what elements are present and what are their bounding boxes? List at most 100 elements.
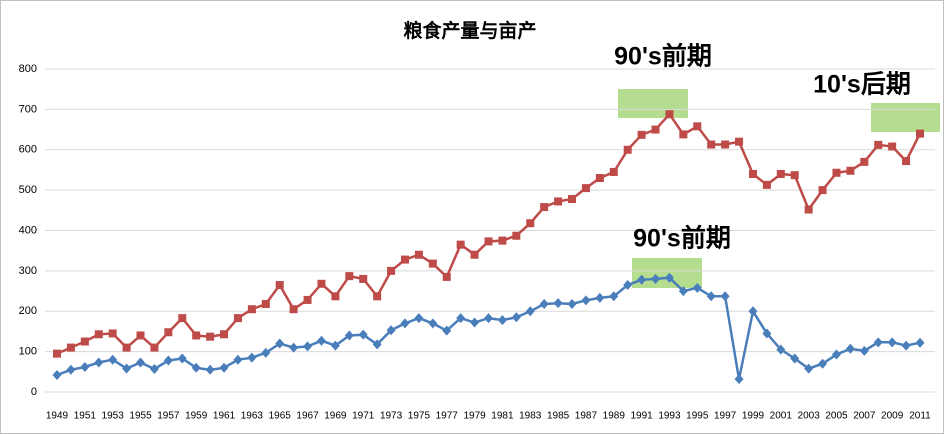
point-marker (442, 325, 452, 336)
point-marker (512, 231, 521, 240)
point-marker (887, 337, 897, 348)
point-marker (52, 370, 62, 381)
point-marker (289, 342, 299, 353)
point-marker (568, 195, 577, 204)
point-marker (623, 145, 632, 154)
point-marker (790, 171, 799, 180)
point-marker (581, 295, 591, 306)
x-tick-label: 2011 (909, 411, 931, 422)
point-marker (136, 331, 145, 340)
point-marker (317, 279, 326, 288)
y-tick-label: 500 (19, 184, 37, 196)
y-tick-label: 400 (19, 224, 37, 236)
point-marker (80, 337, 89, 346)
point-marker (261, 347, 271, 358)
point-marker (916, 129, 924, 138)
point-marker (80, 361, 90, 372)
point-marker (832, 168, 841, 177)
point-marker (414, 250, 423, 259)
x-tick-label: 1961 (213, 411, 236, 422)
point-marker (790, 353, 800, 364)
x-tick-label: 1993 (658, 411, 681, 422)
point-marker (678, 286, 688, 297)
point-marker (150, 343, 159, 352)
point-marker (554, 197, 563, 206)
point-marker (428, 259, 437, 268)
point-marker (303, 341, 313, 352)
x-tick-label: 1999 (742, 411, 765, 422)
point-marker (818, 358, 828, 369)
x-tick-label: 1965 (269, 411, 292, 422)
point-marker (497, 315, 507, 326)
point-marker (233, 314, 242, 323)
point-marker (762, 180, 771, 189)
point-marker (526, 219, 535, 228)
point-marker (525, 306, 535, 317)
point-marker (553, 298, 563, 309)
point-marker (540, 203, 549, 212)
x-tick-label: 1981 (491, 411, 514, 422)
y-tick-label: 200 (19, 305, 37, 317)
highlight-box (618, 89, 688, 118)
point-marker (400, 318, 410, 329)
point-marker (915, 337, 925, 348)
point-marker (665, 110, 674, 119)
x-tick-label: 1951 (74, 411, 97, 422)
point-marker (776, 169, 785, 178)
point-marker (679, 130, 688, 139)
point-marker (859, 345, 869, 356)
point-marker (901, 340, 911, 351)
annotation: 10's后期 (813, 71, 911, 99)
point-marker (511, 312, 521, 323)
x-tick-label: 1975 (408, 411, 431, 422)
x-tick-label: 1971 (352, 411, 375, 422)
point-marker (484, 237, 493, 246)
point-marker (470, 317, 480, 328)
x-tick-label: 1977 (436, 411, 459, 422)
annotation: 90's前期 (633, 224, 731, 253)
highlight-box (632, 258, 702, 288)
point-marker (692, 282, 702, 293)
y-tick-label: 600 (19, 144, 37, 156)
x-tick-label: 1969 (324, 411, 347, 422)
point-marker (122, 343, 131, 352)
x-tick-label: 2005 (825, 411, 848, 422)
point-marker (345, 272, 354, 281)
point-marker (456, 240, 465, 249)
x-tick-label: 1989 (603, 411, 626, 422)
point-marker (233, 354, 243, 365)
point-marker (581, 184, 590, 193)
point-marker (651, 125, 660, 134)
point-marker (748, 169, 757, 178)
point-marker (831, 349, 841, 360)
x-tick-label: 1995 (686, 411, 709, 422)
point-marker (359, 274, 368, 283)
point-marker (164, 328, 173, 337)
highlight-box (871, 103, 940, 132)
point-marker (303, 295, 312, 304)
point-marker (220, 330, 229, 339)
chart-title: 粮食产量与亩产 (403, 19, 536, 42)
point-marker (804, 363, 814, 374)
point-marker (734, 374, 744, 385)
point-marker (706, 291, 716, 302)
point-marker (762, 328, 772, 339)
point-marker (53, 349, 61, 358)
y-tick-label: 0 (31, 386, 37, 398)
point-marker (664, 272, 674, 283)
point-marker (595, 174, 604, 183)
point-marker (289, 305, 298, 314)
point-marker (191, 362, 201, 373)
x-tick-label: 1997 (714, 411, 737, 422)
x-tick-label: 1949 (46, 411, 69, 422)
x-tick-label: 1963 (241, 411, 264, 422)
x-tick-label: 1955 (129, 411, 152, 422)
point-marker (873, 337, 883, 348)
point-marker (609, 291, 619, 302)
point-marker (122, 363, 132, 374)
point-marker (539, 298, 549, 309)
point-marker (108, 354, 118, 365)
point-marker (609, 167, 618, 176)
point-marker (846, 166, 855, 175)
